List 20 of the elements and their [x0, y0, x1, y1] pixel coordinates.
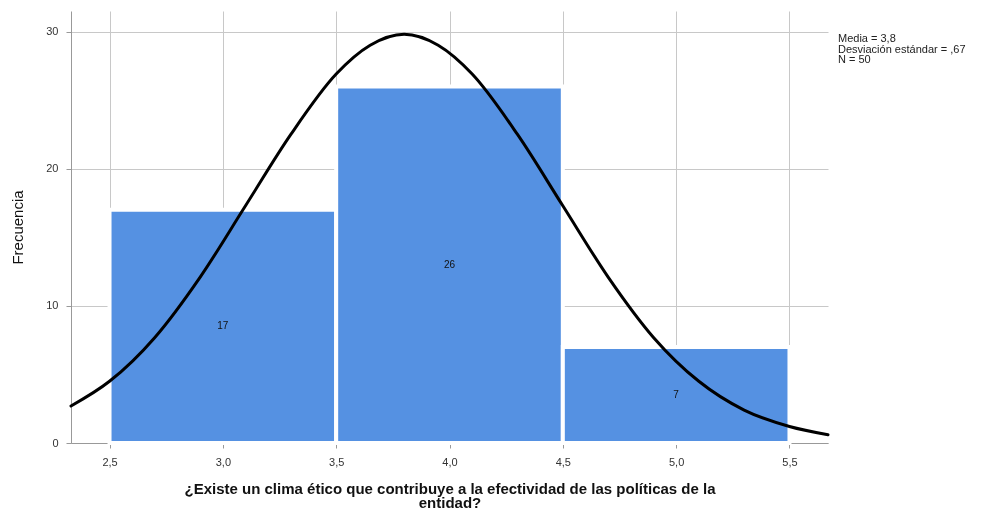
x-axis-title: ¿Existe un clima ético que contribuye a la efectividad de las políticas de la entidad? [184, 479, 717, 511]
x-tick-label: 3,0 [215, 455, 231, 468]
y-tick-label: 30 [46, 25, 59, 38]
text: N = 50 [838, 53, 871, 65]
data-label: 26 [443, 258, 456, 270]
x-tick-label: 3,5 [329, 455, 345, 468]
y-tick-label: 0 [52, 436, 59, 449]
y-tick-label: 10 [46, 299, 59, 312]
y-tick-label: 20 [46, 162, 59, 175]
x-tick-label: 5,0 [669, 455, 685, 468]
x-tick-label: 4,0 [442, 455, 458, 468]
line-series [69, 32, 830, 437]
data-label: 7 [673, 389, 680, 400]
data-label: 17 [217, 320, 229, 332]
text: Desviación estándar = ,67 [838, 42, 966, 55]
y-axis-title: Frecuencia [9, 189, 27, 265]
x-tick-label: 2,5 [102, 455, 118, 468]
x-tick-label: 5,5 [782, 455, 798, 468]
x-tick-label: 4,5 [555, 455, 571, 468]
text: Media = 3,8 [838, 32, 896, 44]
